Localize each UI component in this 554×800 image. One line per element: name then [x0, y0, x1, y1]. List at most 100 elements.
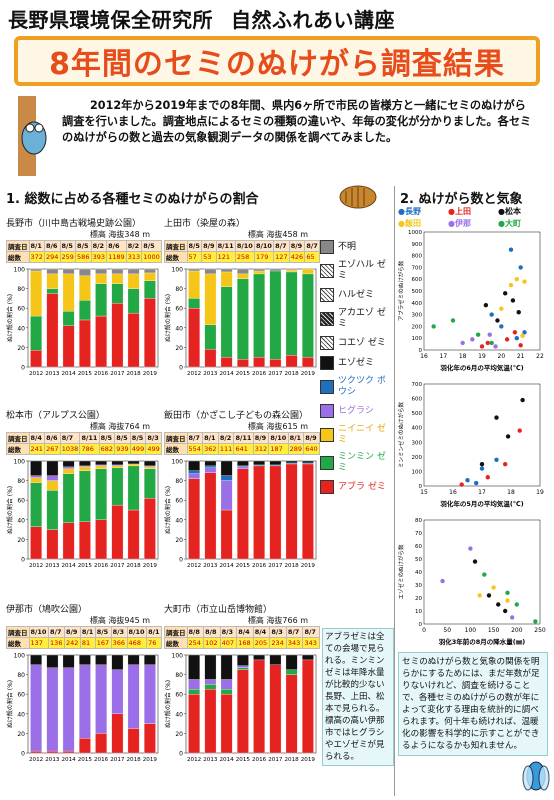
y-tick-label: 700: [412, 265, 423, 271]
y-tick-label: 100: [14, 653, 26, 660]
bar-segment: [204, 273, 217, 326]
bar-segment: [188, 268, 200, 272]
bar-segment: [237, 460, 249, 467]
site-title: 大町市（市立山岳博物館）: [164, 605, 273, 615]
y-axis-label: ぬけ殻の割合 (%): [164, 680, 172, 728]
y-axis-label: アブラゼミのぬけがら数: [398, 260, 405, 321]
bar-segment: [79, 466, 91, 471]
bar-segment: [30, 270, 42, 317]
y-tick-label: 0: [179, 557, 183, 564]
scatter-point: [474, 480, 479, 486]
x-tick-label: 2014: [220, 371, 235, 377]
bar-segment: [204, 679, 217, 685]
bar-segment: [144, 466, 156, 469]
y-tick-label: 100: [172, 459, 184, 466]
scatter-point: [499, 306, 504, 311]
bar-segment: [237, 667, 249, 670]
bar-segment: [127, 460, 140, 465]
x-tick-label: 2016: [252, 563, 267, 569]
bar-segment: [111, 654, 124, 670]
bar-segment: [30, 268, 42, 272]
scatter-point: [475, 332, 481, 337]
x-tick-label: 2019: [143, 757, 158, 763]
bar-segment: [127, 288, 140, 314]
bar-segment: [144, 460, 156, 467]
scatter-point: [503, 608, 508, 614]
bar-segment: [220, 679, 233, 690]
x-tick-label: 2013: [45, 757, 60, 763]
x-tick-label: 2017: [110, 371, 125, 377]
scatter-point: [505, 434, 511, 439]
site-title: 松本市（アルプス公園）: [6, 411, 105, 421]
scatter-point: [487, 332, 492, 337]
section-1-heading: 1. 総数に占める各種セミのぬけがらの割合: [6, 192, 259, 207]
x-tick-label: 2015: [236, 757, 251, 763]
legend-label: エゾゼミ: [338, 357, 375, 368]
x-tick-label: 2016: [94, 757, 109, 763]
bar-segment: [46, 288, 59, 294]
bar-segment: [302, 460, 314, 464]
survey-table: 調査日 8/7 8/1 8/2 8/11 8/9 8/10 8/1 8/9 総数 554 362 111…: [164, 432, 320, 455]
y-tick-label: 400: [412, 301, 423, 307]
y-tick-label: 60: [175, 306, 183, 313]
x-tick-label: 18: [507, 489, 515, 496]
site-panel: 大町市（市立山岳博物館） 標高 海抜766 m 調査日 8/8 8/8 8/3 8/4 8/4…: [164, 602, 320, 769]
bar-segment: [204, 268, 217, 275]
legend-item: ツクツク ボウシ: [320, 376, 390, 398]
scatter-point: [494, 415, 499, 420]
bar-segment: [220, 689, 233, 695]
bar-segment: [111, 303, 124, 368]
legend-item: アカエゾ ゼミ: [320, 308, 390, 330]
x-tick-label: 2016: [94, 563, 109, 569]
y-tick-label: 0: [419, 348, 423, 354]
bar-segment: [95, 283, 107, 317]
bar-segment: [95, 268, 107, 275]
y-tick-label: 80: [175, 286, 183, 293]
species-legend: 不明 エゾハル ゼミ ハルゼミ アカエゾ ゼミ コエゾ ゼミ エゾゼミ ツクツク ボウシ ヒグ…: [320, 240, 390, 500]
bar-segment: [253, 460, 265, 466]
scatter-point: [440, 578, 445, 584]
x-tick-label: 2017: [110, 757, 125, 763]
bar-segment: [79, 470, 91, 522]
title-banner: 8年間のセミのぬけがら調査結果: [14, 36, 540, 86]
bar-segment: [253, 357, 265, 368]
x-axis-label: 羽化年の5月の平均気温(℃): [440, 499, 523, 508]
scatter-point: [510, 298, 516, 303]
bar-segment: [46, 750, 59, 754]
bar-segment: [237, 654, 249, 666]
y-tick-label: 600: [412, 277, 423, 283]
bar-segment: [95, 468, 107, 520]
y-tick-label: 40: [17, 325, 25, 332]
scatter-chart-abura: 16 17 18 19 20 21 22 0 100 200 300 400 500 600 700 800 9…: [398, 230, 544, 372]
bar-segment: [62, 325, 75, 368]
note-left: アブラゼミは全ての会場で見られる。ミンミンゼミは年降水量が比較的少ない長野、上田…: [322, 628, 394, 766]
legend-label: エゾハル ゼミ: [338, 260, 386, 281]
legend-swatch: [320, 240, 334, 254]
bar-segment: [188, 679, 200, 690]
survey-table: 調査日 8/4 8/6 8/7 8/11 8/5 8/5 8/5 8/3 総数 241 267 1038…: [6, 432, 162, 455]
x-tick-label: 15: [420, 489, 428, 496]
bar-segment: [79, 275, 91, 301]
x-tick-label: 17: [478, 489, 486, 496]
legend-label: コエゾ ゼミ: [338, 337, 386, 348]
bar-segment: [220, 357, 233, 368]
bar-segment: [220, 460, 233, 476]
y-tick-label: 0: [179, 365, 183, 372]
y-tick-label: 100: [14, 267, 26, 274]
scatter-point: [533, 619, 538, 624]
site-panel: 松本市（アルプス公園） 標高 海抜764 m 調査日 8/4 8/6 8/7 8/11 8/5…: [6, 408, 162, 575]
bar-segment: [30, 460, 42, 476]
legend-item: エゾハル ゼミ: [320, 260, 390, 282]
y-tick-label: 0: [419, 484, 423, 490]
legend-item: アブラ ゼミ: [320, 480, 390, 494]
cicada-on-tree-icon: [18, 96, 47, 176]
site-title: 飯田市（かざこし子どもの森公園）: [164, 411, 309, 421]
legend-swatch: [320, 312, 334, 326]
bar-segment: [30, 526, 42, 560]
bar-segment: [46, 460, 59, 476]
institute-name: 長野県環境保全研究所: [8, 8, 213, 32]
bar-segment: [79, 738, 91, 754]
bar-segment: [111, 273, 124, 284]
